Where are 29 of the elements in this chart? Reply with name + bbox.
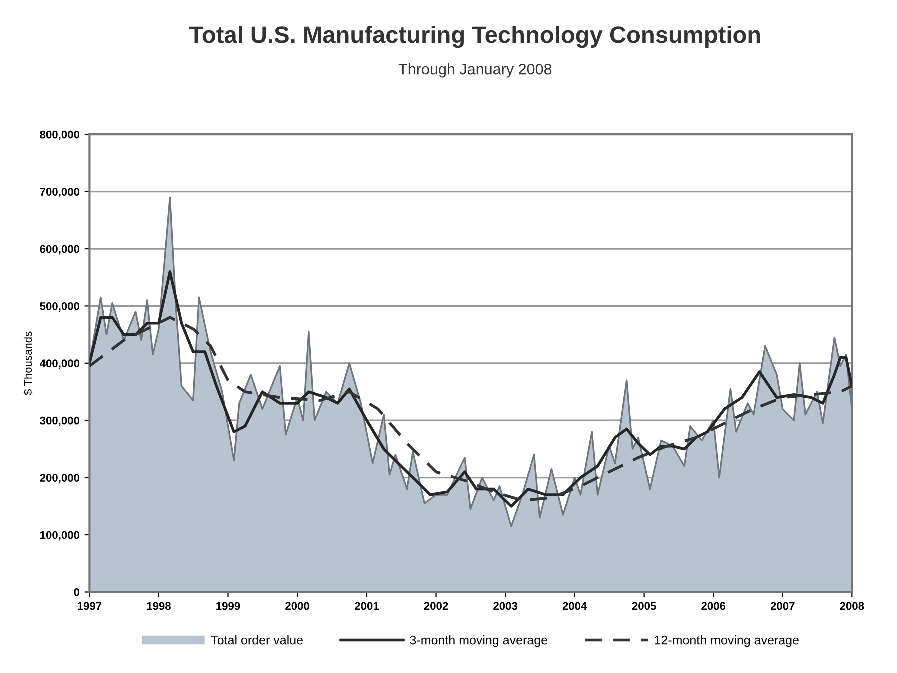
y-tick-label: 500,000 <box>40 302 80 312</box>
x-tick-label: 2000 <box>286 602 310 610</box>
y-tick-label: 200,000 <box>40 474 80 484</box>
legend-label: Total order value <box>211 636 303 645</box>
x-tick-label: 2004 <box>562 602 588 610</box>
y-axis-title: $ Thousands <box>24 332 33 396</box>
y-tick-label: 400,000 <box>40 360 80 370</box>
chart-subtitle: Through January 2008 <box>398 64 552 78</box>
y-tick-label: 800,000 <box>40 130 80 140</box>
line-series <box>90 270 852 508</box>
x-tick-label: 1999 <box>216 602 240 610</box>
x-tick-label: 2006 <box>702 602 726 610</box>
x-tick-label: 2003 <box>494 602 518 610</box>
x-tick-label: 1998 <box>147 602 171 610</box>
x-tick-label: 2005 <box>632 602 656 610</box>
y-tick-label: 100,000 <box>40 531 80 541</box>
x-tick-label: 2008 <box>840 602 864 610</box>
chart-title: Total U.S. Manufacturing Technology Consumption <box>190 26 760 48</box>
legend-label: 3-month moving average <box>410 636 548 648</box>
x-tick-label: 2002 <box>424 602 448 610</box>
legend-label: 12-month moving average <box>655 636 799 648</box>
y-tick-label: 700,000 <box>40 188 80 198</box>
x-tick-label: 1997 <box>78 602 102 610</box>
y-tick-label: 300,000 <box>40 416 80 426</box>
line-series <box>90 316 852 502</box>
x-tick-label: 2001 <box>355 602 380 610</box>
y-tick-label: 0 <box>74 588 80 596</box>
x-tick-label: 2007 <box>770 602 795 610</box>
y-tick-label: 600,000 <box>40 245 80 255</box>
